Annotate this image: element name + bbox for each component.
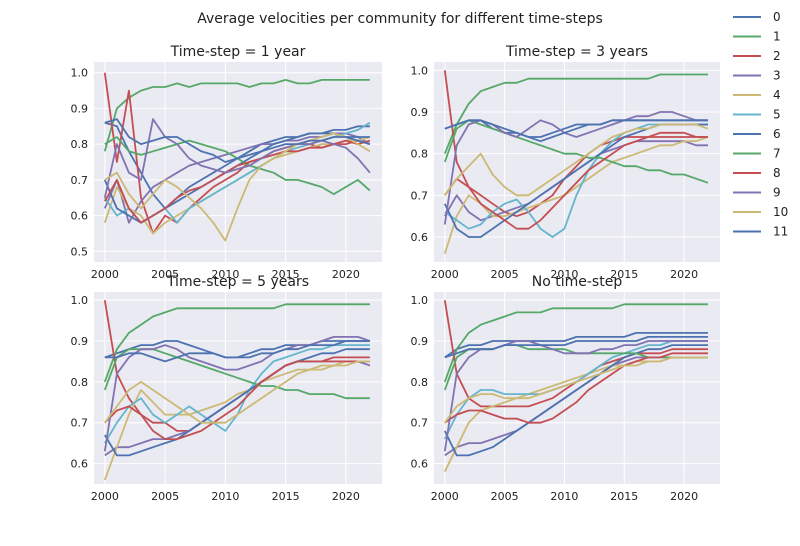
legend-label: 7 [773, 147, 781, 161]
series-line-8 [444, 131, 708, 230]
y-tick-label: 0.8 [71, 138, 89, 151]
x-tick-label: 2005 [491, 268, 519, 281]
y-tick-label: 0.7 [411, 417, 429, 430]
x-tick-label: 2015 [610, 268, 638, 281]
legend-label: 10 [773, 205, 788, 219]
y-tick-label: 0.8 [411, 376, 429, 389]
x-tick-label: 2000 [431, 490, 459, 503]
x-tick-label: 2010 [211, 490, 239, 503]
y-tick-label: 0.6 [71, 210, 89, 223]
series-line-6 [443, 344, 708, 457]
series-line-4 [443, 136, 709, 254]
x-tick-label: 2020 [670, 490, 698, 503]
subplot-title: Time-step = 3 years [505, 44, 648, 60]
y-tick-label: 0.5 [71, 245, 89, 258]
x-tick-label: 2015 [272, 268, 300, 281]
x-tick-label: 2005 [151, 268, 179, 281]
y-tick-label: 0.9 [71, 335, 89, 348]
series-line-8 [104, 360, 370, 441]
y-tick-label: 0.7 [71, 417, 89, 430]
series-line-11 [104, 340, 370, 363]
subplot-2: 2000 2005 2010 2015 2020 0.6 0.7 0.8 0.9 1.0 Time-… [411, 44, 720, 281]
y-tick-label: 1.0 [411, 64, 429, 77]
subplot-4: 2000 2005 2010 2015 2020 0.6 0.7 0.8 0.9 1.0 No ti… [411, 274, 720, 503]
y-tick-label: 0.6 [411, 231, 429, 244]
series-line-4 [103, 360, 370, 481]
y-tick-label: 0.9 [411, 335, 429, 348]
legend-label: 4 [773, 88, 781, 102]
subplot-1: 2000 2005 2010 2015 2020 0.5 0.6 0.7 0.8 0.9 1.0 Ti… [71, 44, 382, 281]
plot-area [434, 292, 720, 484]
x-tick-label: 2000 [91, 490, 119, 503]
x-tick-label: 2015 [610, 490, 638, 503]
series-line-10 [104, 132, 371, 242]
series-line-10 [444, 123, 709, 197]
subplot-title: No time-step [532, 274, 623, 290]
x-tick-label: 2005 [491, 490, 519, 503]
x-tick-label: 2010 [211, 268, 239, 281]
legend-label: 2 [773, 49, 781, 63]
figure-title: Average velocities per community for dif… [197, 11, 603, 27]
y-tick-label: 0.6 [71, 458, 89, 471]
y-tick-label: 0.6 [411, 458, 429, 471]
series-line-1 [103, 303, 370, 383]
series-line-7 [443, 119, 709, 184]
series-line-10 [444, 356, 708, 424]
series-line-8 [104, 139, 371, 224]
x-tick-label: 2010 [550, 490, 578, 503]
legend-label: 1 [773, 30, 781, 44]
y-tick-label: 1.0 [71, 294, 89, 307]
series-line-6 [104, 348, 370, 457]
series-line-1 [443, 73, 708, 155]
x-tick-label: 2000 [431, 268, 459, 281]
series-line-11 [104, 118, 371, 163]
series-line-9 [103, 335, 371, 452]
legend-label: 9 [773, 186, 781, 200]
y-tick-label: 0.7 [71, 174, 89, 187]
y-tick-label: 0.8 [71, 376, 89, 389]
y-tick-label: 1.0 [71, 67, 89, 80]
legend-label: 5 [773, 108, 781, 122]
plot-area [94, 62, 382, 262]
y-tick-label: 0.9 [411, 106, 429, 119]
x-tick-label: 2015 [272, 490, 300, 503]
x-tick-label: 2020 [670, 268, 698, 281]
y-tick-label: 0.7 [411, 189, 429, 202]
series-line-0 [444, 331, 708, 359]
series-line-11 [444, 335, 708, 359]
x-tick-label: 2020 [332, 268, 360, 281]
series-line-9 [103, 118, 371, 198]
plot-area [94, 292, 382, 484]
series-line-8 [444, 352, 708, 424]
x-tick-label: 2020 [332, 490, 360, 503]
subplot-title: Time-step = 5 years [166, 274, 309, 290]
legend-label: 11 [773, 225, 788, 239]
subplot-3: 2000 2005 2010 2015 2020 0.6 0.7 0.8 0.9 1.0 Time-… [71, 274, 382, 503]
legend-label: 0 [773, 10, 781, 24]
subplot-title: Time-step = 1 year [170, 44, 306, 60]
legend-label: 3 [773, 69, 781, 83]
x-tick-label: 2005 [151, 490, 179, 503]
legend-label: 6 [773, 127, 781, 141]
legend: 0 1 2 3 4 5 6 7 8 9 10 11 [733, 10, 788, 239]
series-line-10 [104, 360, 370, 424]
series-line-11 [444, 119, 708, 143]
y-tick-label: 1.0 [411, 294, 429, 307]
y-tick-label: 0.8 [411, 148, 429, 161]
x-tick-label: 2000 [91, 268, 119, 281]
series-line-1 [443, 303, 708, 383]
series-line-1 [103, 79, 370, 152]
x-tick-label: 2010 [550, 268, 578, 281]
legend-label: 8 [773, 166, 781, 180]
y-tick-label: 0.9 [71, 102, 89, 115]
series-line-2 [443, 70, 708, 218]
